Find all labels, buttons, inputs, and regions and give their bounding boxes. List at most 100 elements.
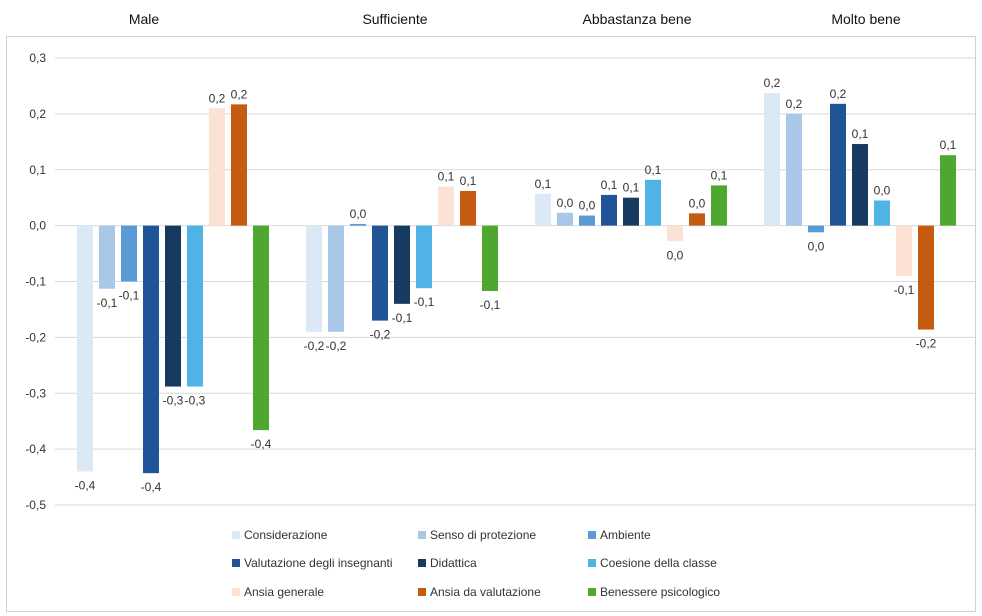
legend-swatch	[418, 531, 426, 539]
legend-item-ansia-generale: Ansia generale	[232, 585, 324, 599]
data-label: -0,3	[163, 394, 184, 408]
data-label: -0,4	[141, 480, 162, 494]
legend-item-valutazione-degli-insegnanti: Valutazione degli insegnanti	[232, 556, 393, 570]
legend-label: Ansia generale	[244, 585, 324, 599]
data-label: 0,0	[689, 196, 706, 210]
bar-abbastanza-bene-considerazione	[535, 193, 551, 226]
legend-item-didattica: Didattica	[418, 556, 477, 570]
data-label: -0,1	[894, 283, 915, 297]
bar-molto-bene-considerazione	[764, 93, 780, 226]
data-label: 0,1	[460, 174, 477, 188]
bar-molto-bene-ansia-da-valutazione	[918, 225, 934, 330]
bar-abbastanza-bene-didattica	[623, 197, 639, 226]
data-label: 0,1	[601, 178, 618, 192]
data-label: -0,2	[916, 337, 937, 351]
bar-sufficiente-ansia-da-valutazione	[460, 190, 476, 226]
legend-swatch	[232, 588, 240, 596]
legend-item-senso-di-protezione: Senso di protezione	[418, 528, 536, 542]
legend-swatch	[232, 531, 240, 539]
data-label: 0,0	[667, 248, 684, 262]
data-label: -0,2	[304, 339, 325, 353]
bar-molto-bene-benessere-psicologico	[940, 155, 956, 226]
data-label: -0,4	[75, 478, 96, 492]
data-label: 0,0	[808, 239, 825, 253]
data-label: 0,1	[623, 181, 640, 195]
data-label: -0,2	[326, 339, 347, 353]
data-label: 0,0	[579, 199, 596, 213]
legend-item-benessere-psicologico: Benessere psicologico	[588, 585, 720, 599]
data-label: 0,1	[535, 177, 552, 191]
legend-item-considerazione: Considerazione	[232, 528, 328, 542]
data-label: 0,0	[350, 207, 367, 221]
data-label: 0,1	[438, 170, 455, 184]
category-title-molto-bene: Molto bene	[831, 11, 900, 27]
legend-label: Valutazione degli insegnanti	[244, 556, 393, 570]
bar-sufficiente-ambiente	[350, 223, 366, 226]
data-label: -0,3	[185, 394, 206, 408]
bars	[77, 93, 956, 474]
bar-molto-bene-senso-di-protezione	[786, 113, 802, 226]
bar-male-considerazione	[77, 225, 93, 472]
bar-male-valutazione-degli-insegnanti	[143, 225, 159, 474]
y-tick-label: 0,1	[29, 163, 46, 177]
bar-male-coesione-della-classe	[187, 225, 203, 387]
gridlines	[55, 57, 975, 506]
bar-abbastanza-bene-ansia-da-valutazione	[689, 213, 705, 226]
legend-swatch	[232, 559, 240, 567]
bar-male-didattica	[165, 225, 181, 387]
bar-sufficiente-valutazione-degli-insegnanti	[372, 225, 388, 321]
legend-label: Ambiente	[600, 528, 651, 542]
data-label: -0,1	[480, 298, 501, 312]
bar-male-ansia-generale	[209, 108, 225, 226]
legend-label: Benessere psicologico	[600, 585, 720, 599]
y-tick-label: -0,2	[25, 330, 46, 344]
bar-abbastanza-bene-senso-di-protezione	[557, 212, 573, 226]
legend-label: Didattica	[430, 556, 477, 570]
category-titles: Male Sufficiente Abbastanza bene Molto bene	[129, 11, 901, 27]
bar-molto-bene-ansia-generale	[896, 225, 912, 276]
data-labels: -0,4-0,1-0,1-0,4-0,3 -0,30,2 0,2-0,4-0,2 -0…	[75, 76, 957, 494]
data-label: 0,0	[874, 183, 891, 197]
legend-item-ansia-da-valutazione: Ansia da valutazione	[418, 585, 541, 599]
legend-item-ambiente: Ambiente	[588, 528, 651, 542]
bar-sufficiente-considerazione	[306, 225, 322, 332]
bar-sufficiente-coesione-della-classe	[416, 225, 432, 289]
bar-molto-bene-valutazione-degli-insegnanti	[830, 103, 846, 226]
legend-label: Ansia da valutazione	[430, 585, 541, 599]
y-tick-label: -0,4	[25, 442, 46, 456]
bar-abbastanza-bene-coesione-della-classe	[645, 179, 661, 226]
category-title-male: Male	[129, 11, 160, 27]
bar-abbastanza-bene-ansia-generale	[667, 225, 683, 242]
bar-male-ansia-da-valutazione	[231, 104, 247, 226]
data-label: 0,2	[231, 87, 248, 101]
bar-sufficiente-didattica	[394, 225, 410, 304]
data-label: 0,1	[645, 163, 662, 177]
bar-molto-bene-didattica	[852, 144, 868, 226]
bar-male-senso-di-protezione	[99, 225, 115, 289]
data-label: -0,4	[251, 437, 272, 451]
legend-swatch	[418, 559, 426, 567]
bar-abbastanza-bene-benessere-psicologico	[711, 185, 727, 226]
legend-label: Considerazione	[244, 528, 328, 542]
data-label: -0,1	[119, 289, 140, 303]
y-tick-label: 0,0	[29, 219, 46, 233]
bar-molto-bene-coesione-della-classe	[874, 200, 890, 226]
data-label: 0,1	[940, 138, 957, 152]
y-tick-label: -0,5	[25, 498, 46, 512]
data-label: 0,0	[557, 196, 574, 210]
bar-molto-bene-ambiente	[808, 225, 824, 233]
y-tick-label: -0,3	[25, 386, 46, 400]
legend-item-coesione-della-classe: Coesione della classe	[588, 556, 717, 570]
y-tick-label: 0,2	[29, 107, 46, 121]
legend-swatch	[588, 588, 596, 596]
data-label: -0,1	[97, 296, 118, 310]
data-label: 0,1	[711, 168, 728, 182]
data-label: 0,2	[209, 91, 226, 105]
bar-sufficiente-ansia-generale	[438, 186, 454, 226]
category-title-abbastanza-bene: Abbastanza bene	[583, 11, 692, 27]
bar-male-benessere-psicologico	[253, 225, 269, 431]
data-label: 0,2	[786, 97, 803, 111]
data-label: -0,1	[392, 311, 413, 325]
